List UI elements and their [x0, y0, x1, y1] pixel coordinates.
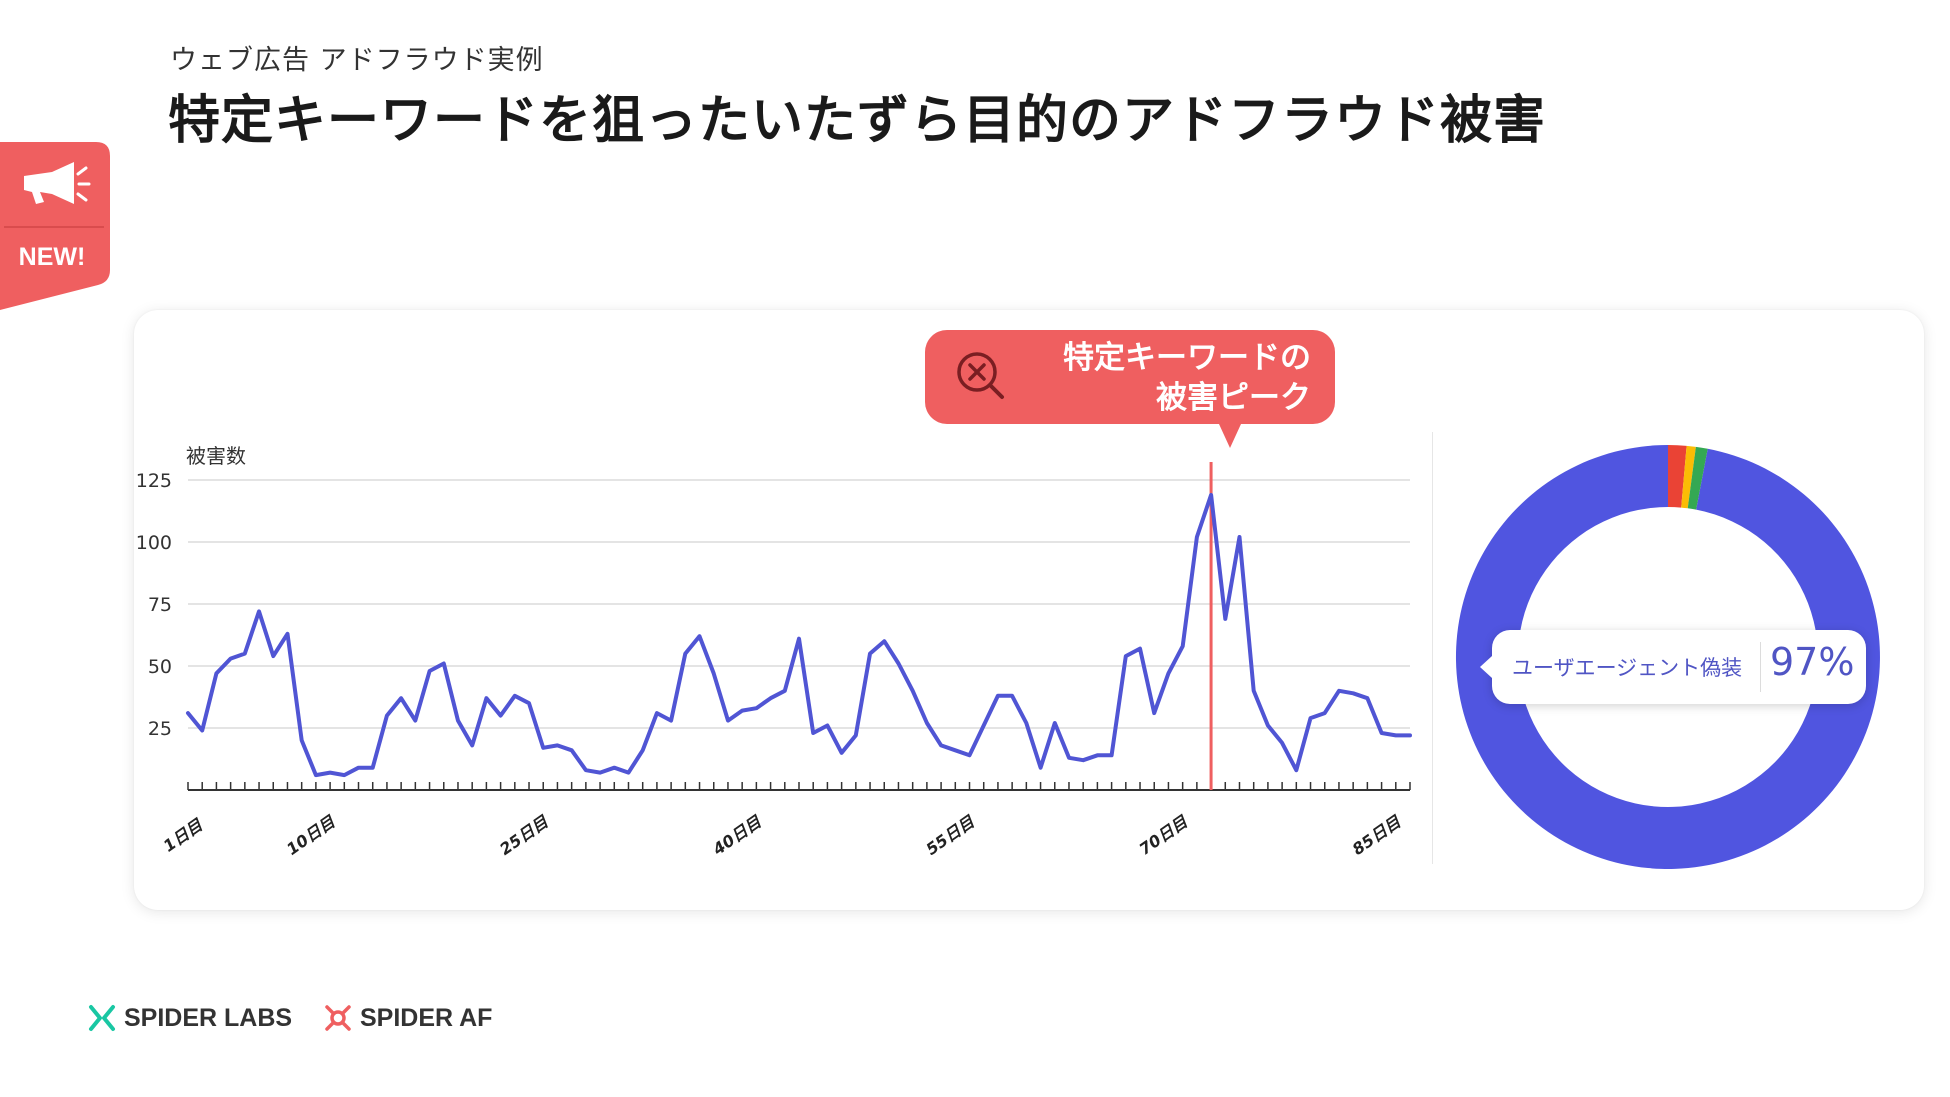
spider-labs-icon: [89, 1005, 115, 1031]
megaphone-icon: [24, 162, 91, 204]
page-subtitle: ウェブ広告 アドフラウド実例: [170, 45, 544, 76]
page-title: 特定キーワードを狙ったいたずら目的のアドフラウド被害: [168, 91, 1547, 151]
spider-labs-text: SPIDER LABS: [124, 1003, 293, 1032]
tooltip-value: 97%: [1770, 640, 1855, 684]
spider-labs-logo: SPIDER LABS: [88, 1000, 292, 1036]
spider-af-logo: SPIDER AF: [324, 1000, 492, 1036]
donut-tooltip: ユーザエージェント偽装 97%: [1480, 630, 1866, 704]
peak-callout: 特定キーワードの 被害ピーク: [925, 330, 1335, 448]
spider-af-icon: [325, 1005, 351, 1031]
callout-text: 特定キーワードの 被害ピーク: [1063, 340, 1311, 416]
tooltip-separator: [1760, 642, 1761, 692]
tooltip-label: ユーザエージェント偽装: [1512, 656, 1743, 680]
spider-af-text: SPIDER AF: [360, 1003, 493, 1032]
chart-divider: [1432, 432, 1433, 864]
new-badge: NEW!: [0, 142, 110, 310]
search-x-icon: [957, 352, 1004, 399]
new-badge-label: NEW!: [19, 243, 86, 271]
